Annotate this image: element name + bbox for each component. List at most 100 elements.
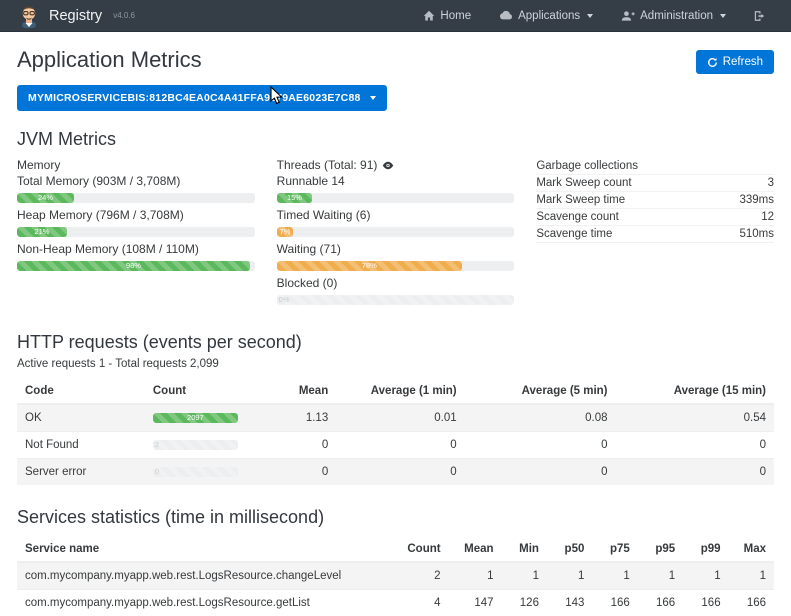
gc-metric-label: Mark Sweep count <box>536 175 710 192</box>
http-code-cell: OK <box>17 404 145 432</box>
service-max-cell: 166 <box>729 590 774 616</box>
table-row: Scavenge count 12 <box>536 209 774 226</box>
instance-selector-label: MYMICROSERVICEBIS:812BC4EA0C4A41FFA9179A… <box>28 92 361 104</box>
home-icon <box>423 10 435 22</box>
progress-track: 78% <box>277 261 515 271</box>
eye-icon[interactable] <box>382 161 394 170</box>
chevron-down-icon <box>720 14 726 18</box>
total-memory-progress-bar: 24% <box>17 193 74 203</box>
thread-bar-group: Waiting (71) 78% <box>277 242 515 271</box>
http-requests-table: Code Count Mean Average (1 min) Average … <box>17 379 774 485</box>
thread-bar-group: Runnable 14 15% <box>277 174 515 203</box>
count-progress-bar: 2 <box>153 440 238 450</box>
gc-metric-value: 339ms <box>711 192 774 209</box>
http-mean-cell: 0 <box>246 459 336 486</box>
http-avg1-cell: 0 <box>336 459 464 486</box>
progress-track: 0 <box>153 467 238 477</box>
col-header-avg1: Average (1 min) <box>336 379 464 404</box>
count-progress-bar: 2097 <box>153 413 238 423</box>
navbar: Registry v4.0.6 Home Applications Admini <box>0 0 791 32</box>
heap-memory-progress-bar: 21% <box>17 227 67 237</box>
gc-metric-label: Scavenge time <box>536 226 710 243</box>
http-avg5-cell: 0.08 <box>465 404 616 432</box>
col-header-avg15: Average (15 min) <box>616 379 774 404</box>
nav-item-administration[interactable]: Administration <box>611 4 736 28</box>
nav-item-label: Home <box>440 10 471 22</box>
http-mean-cell: 1.13 <box>246 404 336 432</box>
nav-item-applications[interactable]: Applications <box>489 4 603 28</box>
table-row: Server error 0 0 0 0 0 <box>17 459 774 486</box>
thread-bar-group: Blocked (0) 0% <box>277 276 515 305</box>
http-avg5-cell: 0 <box>465 432 616 459</box>
gc-metric-value: 12 <box>711 209 774 226</box>
blocked-progress-bar: 0% <box>277 295 515 305</box>
nonheap-memory-progress-bar: 98% <box>17 261 250 271</box>
service-min-cell: 126 <box>502 590 547 616</box>
nav-item-label: Applications <box>518 10 580 22</box>
nav-item-home[interactable]: Home <box>413 4 481 28</box>
progress-track: 98% <box>17 261 255 271</box>
progress-track: 15% <box>277 193 515 203</box>
brand[interactable]: Registry v4.0.6 <box>18 4 135 28</box>
chevron-down-icon <box>587 14 593 18</box>
user-plus-icon <box>621 10 635 22</box>
services-statistics-heading: Services statistics (time in millisecond… <box>17 507 774 528</box>
http-requests-subtitle: Active requests 1 - Total requests 2,099 <box>17 358 774 370</box>
garbage-title: Garbage collections <box>536 158 774 175</box>
memory-title: Memory <box>17 158 255 172</box>
table-header-row: Code Count Mean Average (1 min) Average … <box>17 379 774 404</box>
http-count-cell: 2 <box>145 432 246 459</box>
progress-track: 24% <box>17 193 255 203</box>
table-row: Garbage collections <box>536 158 774 175</box>
table-row: Mark Sweep count 3 <box>536 175 774 192</box>
progress-track: 2097 <box>153 413 238 423</box>
page-title: Application Metrics <box>17 47 202 73</box>
bar-label: Blocked (0) <box>277 276 515 290</box>
nav-item-label: Administration <box>640 10 713 22</box>
cloud-icon <box>499 10 513 21</box>
memory-bar-group: Heap Memory (796M / 3,708M) 21% <box>17 208 255 237</box>
service-p99-cell: 1 <box>683 562 728 590</box>
service-mean-cell: 1 <box>449 562 502 590</box>
gc-metric-value: 3 <box>711 175 774 192</box>
col-header-p50: p50 <box>547 537 592 562</box>
col-header-min: Min <box>502 537 547 562</box>
table-row: Scavenge time 510ms <box>536 226 774 243</box>
http-count-cell: 0 <box>145 459 246 486</box>
service-name-cell: com.mycompany.myapp.web.rest.LogsResourc… <box>17 562 399 590</box>
bar-label: Total Memory (903M / 3,708M) <box>17 174 255 188</box>
nav-item-signout[interactable] <box>744 4 777 28</box>
progress-track: 0% <box>277 295 515 305</box>
col-header-count: Count <box>399 537 448 562</box>
table-row: OK 2097 1.13 0.01 0.08 0.54 <box>17 404 774 432</box>
service-p75-cell: 1 <box>592 562 637 590</box>
threads-title-label: Threads (Total: 91) <box>277 158 378 172</box>
brand-name: Registry <box>49 8 102 24</box>
bar-label: Heap Memory (796M / 3,708M) <box>17 208 255 222</box>
http-count-cell: 2097 <box>145 404 246 432</box>
memory-bar-group: Non-Heap Memory (108M / 110M) 98% <box>17 242 255 271</box>
http-requests-heading: HTTP requests (events per second) <box>17 332 774 353</box>
gc-metric-label: Mark Sweep time <box>536 192 710 209</box>
garbage-collections-table: Garbage collections Mark Sweep count 3 M… <box>536 158 774 243</box>
service-max-cell: 1 <box>729 562 774 590</box>
http-code-cell: Server error <box>17 459 145 486</box>
progress-track: 21% <box>17 227 255 237</box>
col-header-mean: Mean <box>449 537 502 562</box>
service-count-cell: 4 <box>399 590 448 616</box>
refresh-button[interactable]: Refresh <box>696 50 774 74</box>
jhipster-avatar-logo <box>18 4 40 28</box>
http-avg15-cell: 0.54 <box>616 404 774 432</box>
service-p95-cell: 1 <box>638 562 683 590</box>
service-p50-cell: 1 <box>547 562 592 590</box>
instance-selector-dropdown[interactable]: MYMICROSERVICEBIS:812BC4EA0C4A41FFA9179A… <box>17 85 387 111</box>
http-avg5-cell: 0 <box>465 459 616 486</box>
table-row: com.mycompany.myapp.web.rest.LogsResourc… <box>17 590 774 616</box>
http-code-cell: Not Found <box>17 432 145 459</box>
table-header-row: Service name Count Mean Min p50 p75 p95 … <box>17 537 774 562</box>
runnable-progress-bar: 15% <box>277 193 313 203</box>
brand-version: v4.0.6 <box>113 11 135 20</box>
jvm-memory-column: Memory Total Memory (903M / 3,708M) 24% … <box>17 158 255 310</box>
jvm-metrics-heading: JVM Metrics <box>17 129 774 150</box>
bar-label: Timed Waiting (6) <box>277 208 515 222</box>
